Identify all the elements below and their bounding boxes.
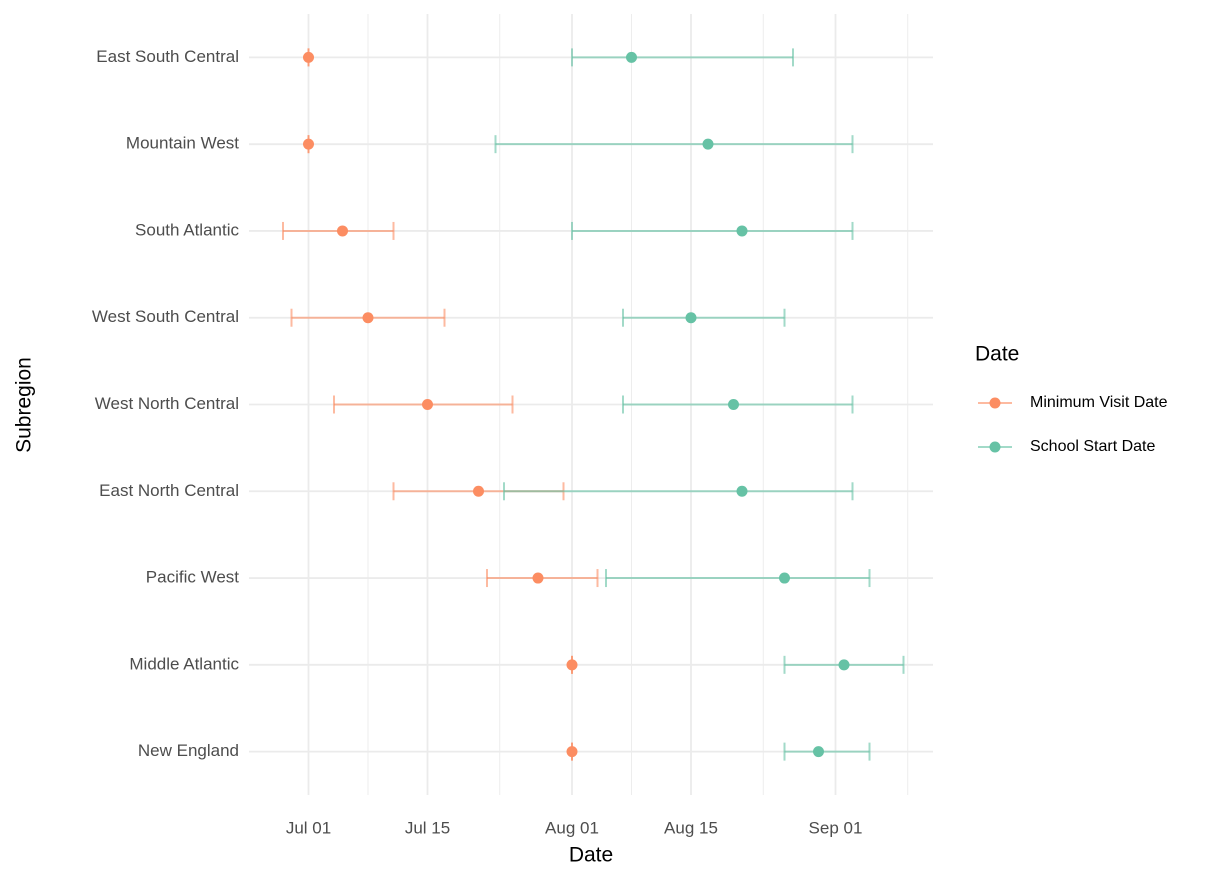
legend-title: Date	[975, 343, 1019, 366]
point	[702, 138, 714, 150]
legend-label: School Start Date	[1030, 438, 1156, 455]
point	[736, 485, 748, 497]
x-tick-label: Aug 15	[664, 818, 718, 837]
legend-marker	[989, 441, 1001, 453]
x-tick-label: Sep 01	[809, 818, 863, 837]
y-tick-label: West South Central	[92, 307, 239, 326]
x-tick-label: Jul 15	[405, 818, 450, 837]
y-tick-label: West North Central	[95, 394, 239, 413]
y-tick-label: Mountain West	[126, 134, 239, 153]
point	[736, 225, 748, 237]
x-tick-label: Jul 01	[286, 818, 331, 837]
point	[626, 51, 637, 63]
point	[303, 138, 314, 150]
point	[473, 485, 484, 497]
point	[566, 746, 578, 758]
point	[685, 312, 697, 324]
x-axis-title: Date	[569, 844, 613, 867]
point	[337, 225, 348, 237]
y-tick-label: New England	[138, 741, 239, 760]
y-tick-label: Middle Atlantic	[129, 654, 239, 673]
point	[422, 399, 433, 410]
legend-label: Minimum Visit Date	[1030, 394, 1168, 411]
point	[303, 51, 314, 63]
point	[532, 572, 544, 584]
point	[779, 572, 790, 584]
point	[362, 312, 374, 324]
y-tick-label: Pacific West	[146, 568, 239, 587]
x-tick-label: Aug 01	[545, 818, 599, 837]
point	[838, 659, 850, 671]
y-axis-title: Subregion	[13, 357, 36, 453]
y-tick-label: South Atlantic	[135, 220, 239, 239]
y-tick-label: East North Central	[99, 481, 239, 500]
point	[813, 746, 824, 758]
point	[728, 399, 739, 410]
legend-marker	[989, 397, 1001, 409]
y-tick-label: East South Central	[96, 47, 239, 66]
point	[566, 659, 578, 671]
